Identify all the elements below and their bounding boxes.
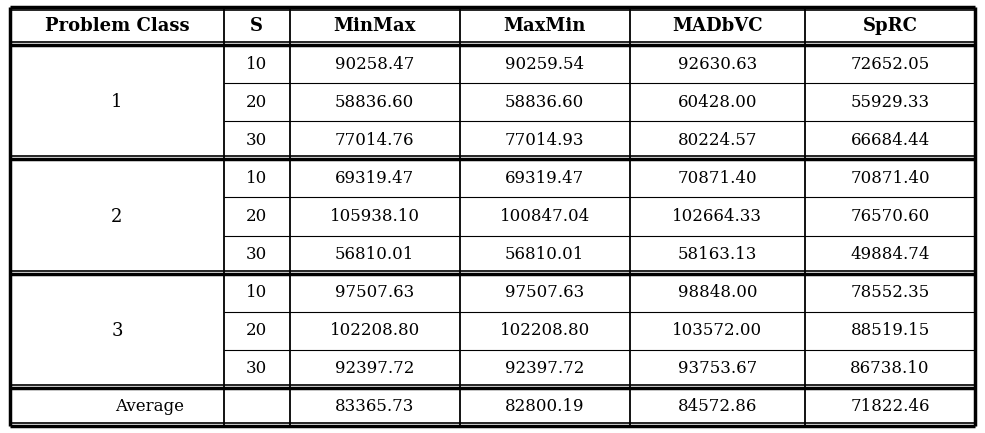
Text: 97507.63: 97507.63 bbox=[505, 284, 584, 301]
Text: 77014.93: 77014.93 bbox=[505, 132, 584, 149]
Text: 98848.00: 98848.00 bbox=[678, 284, 757, 301]
Text: 10: 10 bbox=[246, 55, 267, 73]
Text: 58836.60: 58836.60 bbox=[335, 94, 415, 111]
Text: 76570.60: 76570.60 bbox=[850, 208, 930, 225]
Text: 105938.10: 105938.10 bbox=[330, 208, 420, 225]
Text: SpRC: SpRC bbox=[863, 17, 917, 35]
Text: 69319.47: 69319.47 bbox=[505, 170, 584, 187]
Text: 90258.47: 90258.47 bbox=[335, 55, 415, 73]
Text: 71822.46: 71822.46 bbox=[850, 398, 930, 415]
Text: 30: 30 bbox=[246, 246, 267, 263]
Text: 80224.57: 80224.57 bbox=[678, 132, 757, 149]
Text: 49884.74: 49884.74 bbox=[850, 246, 930, 263]
Text: 55929.33: 55929.33 bbox=[850, 94, 930, 111]
Text: 88519.15: 88519.15 bbox=[850, 322, 930, 339]
Text: 100847.04: 100847.04 bbox=[499, 208, 590, 225]
Text: MADbVC: MADbVC bbox=[672, 17, 762, 35]
Text: 1: 1 bbox=[111, 93, 123, 111]
Text: 3: 3 bbox=[111, 322, 123, 340]
Text: 10: 10 bbox=[246, 170, 267, 187]
Text: 60428.00: 60428.00 bbox=[678, 94, 757, 111]
Text: 102208.80: 102208.80 bbox=[330, 322, 420, 339]
Text: 86738.10: 86738.10 bbox=[850, 360, 930, 378]
Text: 93753.67: 93753.67 bbox=[678, 360, 756, 378]
Text: 92397.72: 92397.72 bbox=[335, 360, 415, 378]
Text: 70871.40: 70871.40 bbox=[850, 170, 930, 187]
Text: 97507.63: 97507.63 bbox=[335, 284, 415, 301]
Text: 78552.35: 78552.35 bbox=[850, 284, 930, 301]
Text: 92630.63: 92630.63 bbox=[678, 55, 756, 73]
Text: 77014.76: 77014.76 bbox=[335, 132, 415, 149]
Text: 84572.86: 84572.86 bbox=[678, 398, 757, 415]
Text: 102208.80: 102208.80 bbox=[499, 322, 590, 339]
Text: 20: 20 bbox=[246, 322, 267, 339]
Text: S: S bbox=[250, 17, 263, 35]
Text: Average: Average bbox=[115, 398, 184, 415]
Text: 2: 2 bbox=[111, 207, 122, 226]
Text: 66684.44: 66684.44 bbox=[850, 132, 930, 149]
Text: 102664.33: 102664.33 bbox=[673, 208, 762, 225]
Text: 92397.72: 92397.72 bbox=[505, 360, 584, 378]
Text: 30: 30 bbox=[246, 132, 267, 149]
Text: MaxMin: MaxMin bbox=[503, 17, 586, 35]
Text: 10: 10 bbox=[246, 284, 267, 301]
Text: 103572.00: 103572.00 bbox=[672, 322, 762, 339]
Text: 20: 20 bbox=[246, 208, 267, 225]
Text: 20: 20 bbox=[246, 94, 267, 111]
Text: 56810.01: 56810.01 bbox=[335, 246, 415, 263]
Text: 90259.54: 90259.54 bbox=[505, 55, 584, 73]
Text: 70871.40: 70871.40 bbox=[678, 170, 757, 187]
Text: Problem Class: Problem Class bbox=[44, 17, 189, 35]
Text: 30: 30 bbox=[246, 360, 267, 378]
Text: MinMax: MinMax bbox=[334, 17, 416, 35]
Text: 82800.19: 82800.19 bbox=[505, 398, 584, 415]
Text: 69319.47: 69319.47 bbox=[335, 170, 415, 187]
Text: 58836.60: 58836.60 bbox=[505, 94, 584, 111]
Text: 56810.01: 56810.01 bbox=[505, 246, 584, 263]
Text: 83365.73: 83365.73 bbox=[335, 398, 415, 415]
Text: 58163.13: 58163.13 bbox=[678, 246, 757, 263]
Text: 72652.05: 72652.05 bbox=[850, 55, 930, 73]
